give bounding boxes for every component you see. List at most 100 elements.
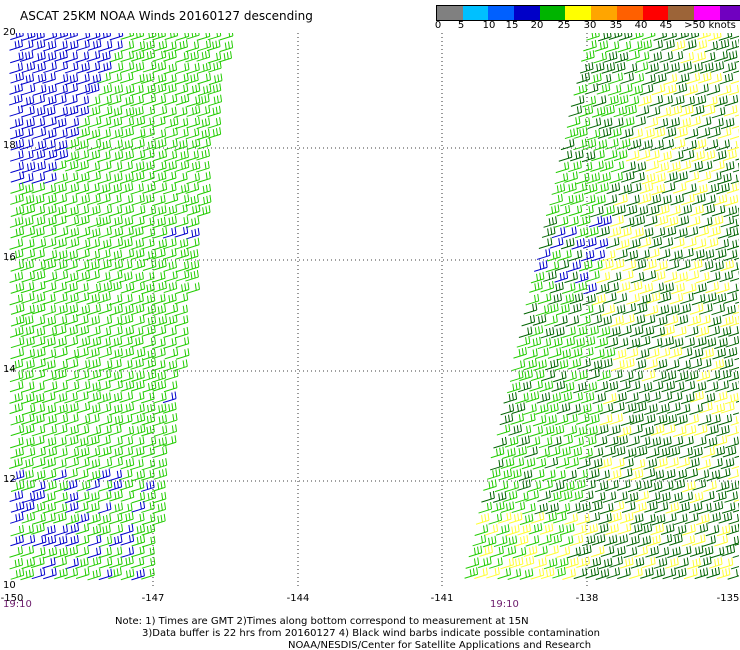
wind-barb: [547, 436, 562, 448]
wind-barb: [174, 216, 189, 228]
wind-barb: [197, 171, 211, 183]
pass-time-left: 19:10: [3, 599, 32, 610]
wind-barb: [109, 524, 124, 536]
wind-barb: [76, 414, 91, 427]
colorbar-swatch: [462, 6, 489, 20]
wind-barb: [735, 301, 739, 304]
wind-barb: [582, 138, 597, 151]
wind-barb: [624, 347, 639, 360]
wind-barb: [21, 436, 35, 449]
wind-barb: [597, 127, 612, 139]
wind-barb: [686, 457, 700, 470]
wind-barb: [625, 95, 640, 108]
wind-barb: [108, 403, 123, 416]
lat-label-14: 14: [3, 364, 16, 375]
wind-barb: [651, 127, 666, 140]
wind-barb: [517, 479, 531, 491]
wind-barb: [30, 435, 45, 447]
wind-barb: [693, 424, 708, 436]
wind-barb: [86, 260, 100, 272]
wind-barb: [43, 193, 57, 206]
wind-barb: [131, 568, 145, 581]
wind-barb: [74, 468, 89, 481]
wind-barb: [522, 502, 536, 515]
wind-barb: [627, 238, 641, 250]
wind-barb: [86, 61, 101, 74]
wind-barb: [162, 226, 177, 239]
wind-barb: [64, 325, 79, 338]
wind-barb: [76, 62, 90, 74]
wind-barb: [682, 524, 696, 536]
wind-barb: [87, 524, 102, 537]
wind-barb: [554, 271, 569, 283]
wind-barb: [86, 469, 101, 482]
wind-barb: [87, 193, 101, 206]
wind-barb: [598, 414, 613, 426]
wind-barb: [75, 325, 90, 337]
wind-barb: [707, 127, 721, 139]
wind-barb: [729, 271, 739, 282]
wind-barb: [727, 569, 739, 580]
wind-barb: [65, 292, 79, 305]
wind-barb: [515, 392, 529, 405]
wind-barb: [54, 491, 68, 504]
wind-barb: [598, 557, 613, 570]
wind-barb: [638, 39, 652, 52]
wind-barb: [86, 435, 100, 447]
wind-barb: [19, 39, 34, 52]
wind-barb: [549, 237, 564, 249]
wind-barb: [658, 150, 672, 163]
wind-barb: [195, 94, 210, 106]
wind-barb: [527, 480, 542, 493]
wind-barb: [722, 445, 737, 458]
wind-barb: [602, 292, 617, 304]
wind-barb: [614, 248, 628, 261]
lon-label-135: -135: [716, 593, 740, 604]
wind-barb: [582, 435, 597, 448]
wind-barb: [662, 512, 677, 525]
wind-barb: [42, 237, 57, 249]
wind-barb: [30, 392, 45, 405]
wind-barb: [174, 39, 188, 52]
wind-barb: [31, 302, 46, 315]
wind-barb: [32, 84, 47, 96]
wind-barb: [64, 271, 79, 284]
wind-barb: [131, 258, 146, 271]
wind-barb: [120, 95, 134, 108]
wind-barb: [31, 368, 46, 381]
wind-barb: [696, 370, 711, 382]
wind-barb: [75, 447, 90, 459]
wind-barb: [109, 259, 124, 272]
wind-barb: [624, 491, 639, 504]
wind-barb: [713, 490, 727, 503]
wind-barb: [720, 161, 735, 173]
wind-barb: [208, 94, 223, 107]
wind-barb: [64, 160, 79, 172]
wind-barb: [623, 104, 637, 117]
wind-barb: [496, 424, 511, 436]
wind-barb: [86, 491, 100, 503]
wind-barb: [131, 281, 146, 294]
wind-barb: [475, 513, 490, 525]
wind-barb: [532, 458, 547, 470]
wind-barb: [618, 183, 633, 196]
wind-barb: [525, 391, 540, 403]
wind-barb: [152, 325, 167, 337]
wind-barb: [32, 127, 47, 139]
wind-barb: [153, 392, 167, 404]
wind-barb: [163, 83, 177, 95]
wind-barb: [667, 161, 681, 173]
wind-barb: [163, 204, 178, 217]
wind-barb: [734, 114, 739, 117]
wind-barb: [86, 413, 100, 426]
wind-barb: [524, 446, 538, 458]
wind-barb: [54, 84, 68, 96]
wind-barb: [568, 105, 583, 117]
wind-barb: [628, 523, 643, 535]
wind-barb: [64, 303, 79, 316]
wind-barb: [575, 172, 590, 185]
wind-barb: [131, 73, 145, 86]
wind-barb: [502, 545, 517, 558]
wind-barb: [728, 468, 739, 480]
wind-barb: [720, 215, 735, 228]
